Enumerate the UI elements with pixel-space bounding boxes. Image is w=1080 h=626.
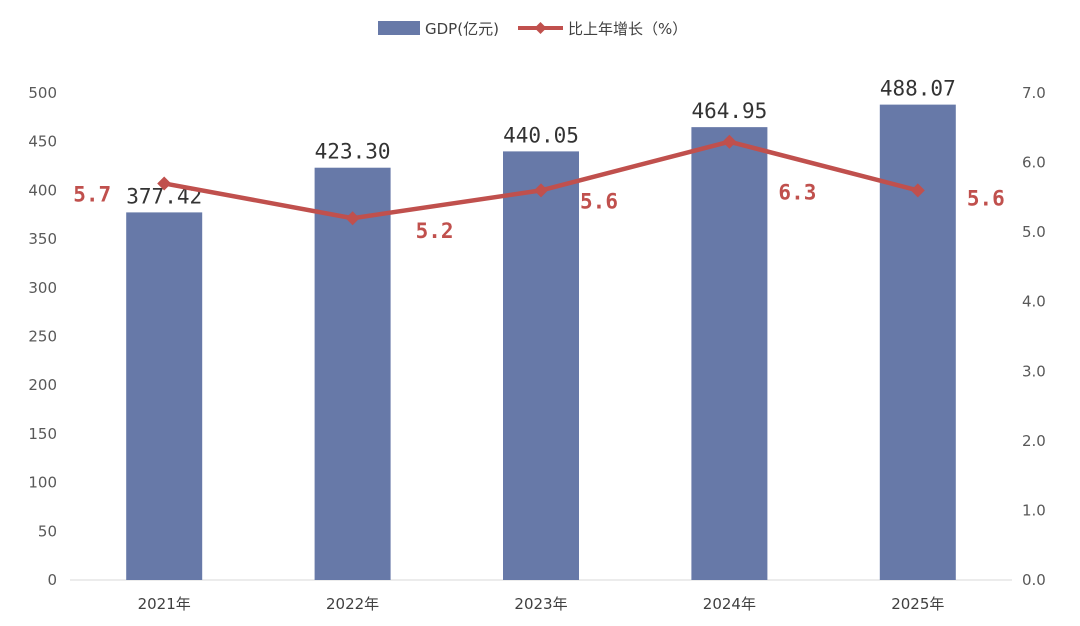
y-right-tick-label: 1.0	[1022, 501, 1046, 519]
gdp-bar-label: 423.30	[315, 140, 391, 164]
legend: GDP(亿元) 比上年增长（%）	[378, 20, 687, 38]
y-right-tick-label: 4.0	[1022, 293, 1046, 311]
y-left-tick-label: 200	[28, 376, 57, 394]
y-right-tick-label: 6.0	[1022, 154, 1046, 172]
legend-diamond-growth	[534, 22, 547, 34]
y-right-tick-label: 7.0	[1022, 84, 1046, 102]
line-series: 5.7 5.2 5.6 6.3 5.6	[73, 134, 1005, 243]
gdp-bar-label: 488.07	[880, 77, 956, 101]
growth-point-label: 5.6	[580, 189, 618, 213]
y-axis-left: 0 50 100 150 200 250 300 350 400 450 500	[28, 84, 57, 589]
y-left-tick-label: 0	[47, 571, 57, 589]
legend-label-growth: 比上年增长（%）	[568, 20, 687, 38]
growth-point-label: 5.7	[73, 182, 111, 206]
y-left-tick-label: 400	[28, 181, 57, 199]
gdp-bar-label: 440.05	[503, 123, 579, 147]
gdp-bar	[314, 167, 391, 580]
y-right-tick-label: 0.0	[1022, 571, 1046, 589]
growth-point	[157, 176, 172, 191]
y-axis-right: 0.0 1.0 2.0 3.0 4.0 5.0 6.0 7.0	[1022, 84, 1046, 589]
growth-point	[910, 183, 925, 198]
x-category-label: 2023年	[514, 595, 567, 613]
legend-swatch-gdp	[378, 21, 420, 35]
y-left-tick-label: 100	[28, 474, 57, 492]
y-left-tick-label: 350	[28, 230, 57, 248]
growth-point-label: 6.3	[778, 181, 816, 205]
y-left-tick-label: 500	[28, 84, 57, 102]
growth-point	[345, 211, 360, 226]
y-right-tick-label: 2.0	[1022, 432, 1046, 450]
legend-label-gdp: GDP(亿元)	[425, 20, 499, 38]
y-right-tick-label: 5.0	[1022, 223, 1046, 241]
gdp-bar-label: 464.95	[691, 99, 767, 123]
y-left-tick-label: 250	[28, 328, 57, 346]
x-axis-categories: 2021年 2022年 2023年 2024年 2025年	[138, 595, 945, 613]
growth-point-label: 5.2	[416, 219, 454, 243]
y-left-tick-label: 50	[38, 522, 57, 540]
y-left-tick-label: 450	[28, 133, 57, 151]
growth-point-label: 5.6	[967, 186, 1005, 210]
y-right-tick-label: 3.0	[1022, 362, 1046, 380]
gdp-bar	[503, 151, 579, 580]
x-category-label: 2021年	[138, 595, 191, 613]
y-left-tick-label: 150	[28, 425, 57, 443]
growth-point	[722, 134, 737, 149]
gdp-bar	[126, 212, 203, 580]
gdp-bar	[879, 104, 956, 581]
x-category-label: 2024年	[703, 595, 756, 613]
y-left-tick-label: 300	[28, 279, 57, 297]
gdp-bar	[691, 127, 768, 580]
x-category-label: 2025年	[891, 595, 944, 613]
growth-point	[534, 183, 548, 198]
x-category-label: 2022年	[326, 595, 379, 613]
